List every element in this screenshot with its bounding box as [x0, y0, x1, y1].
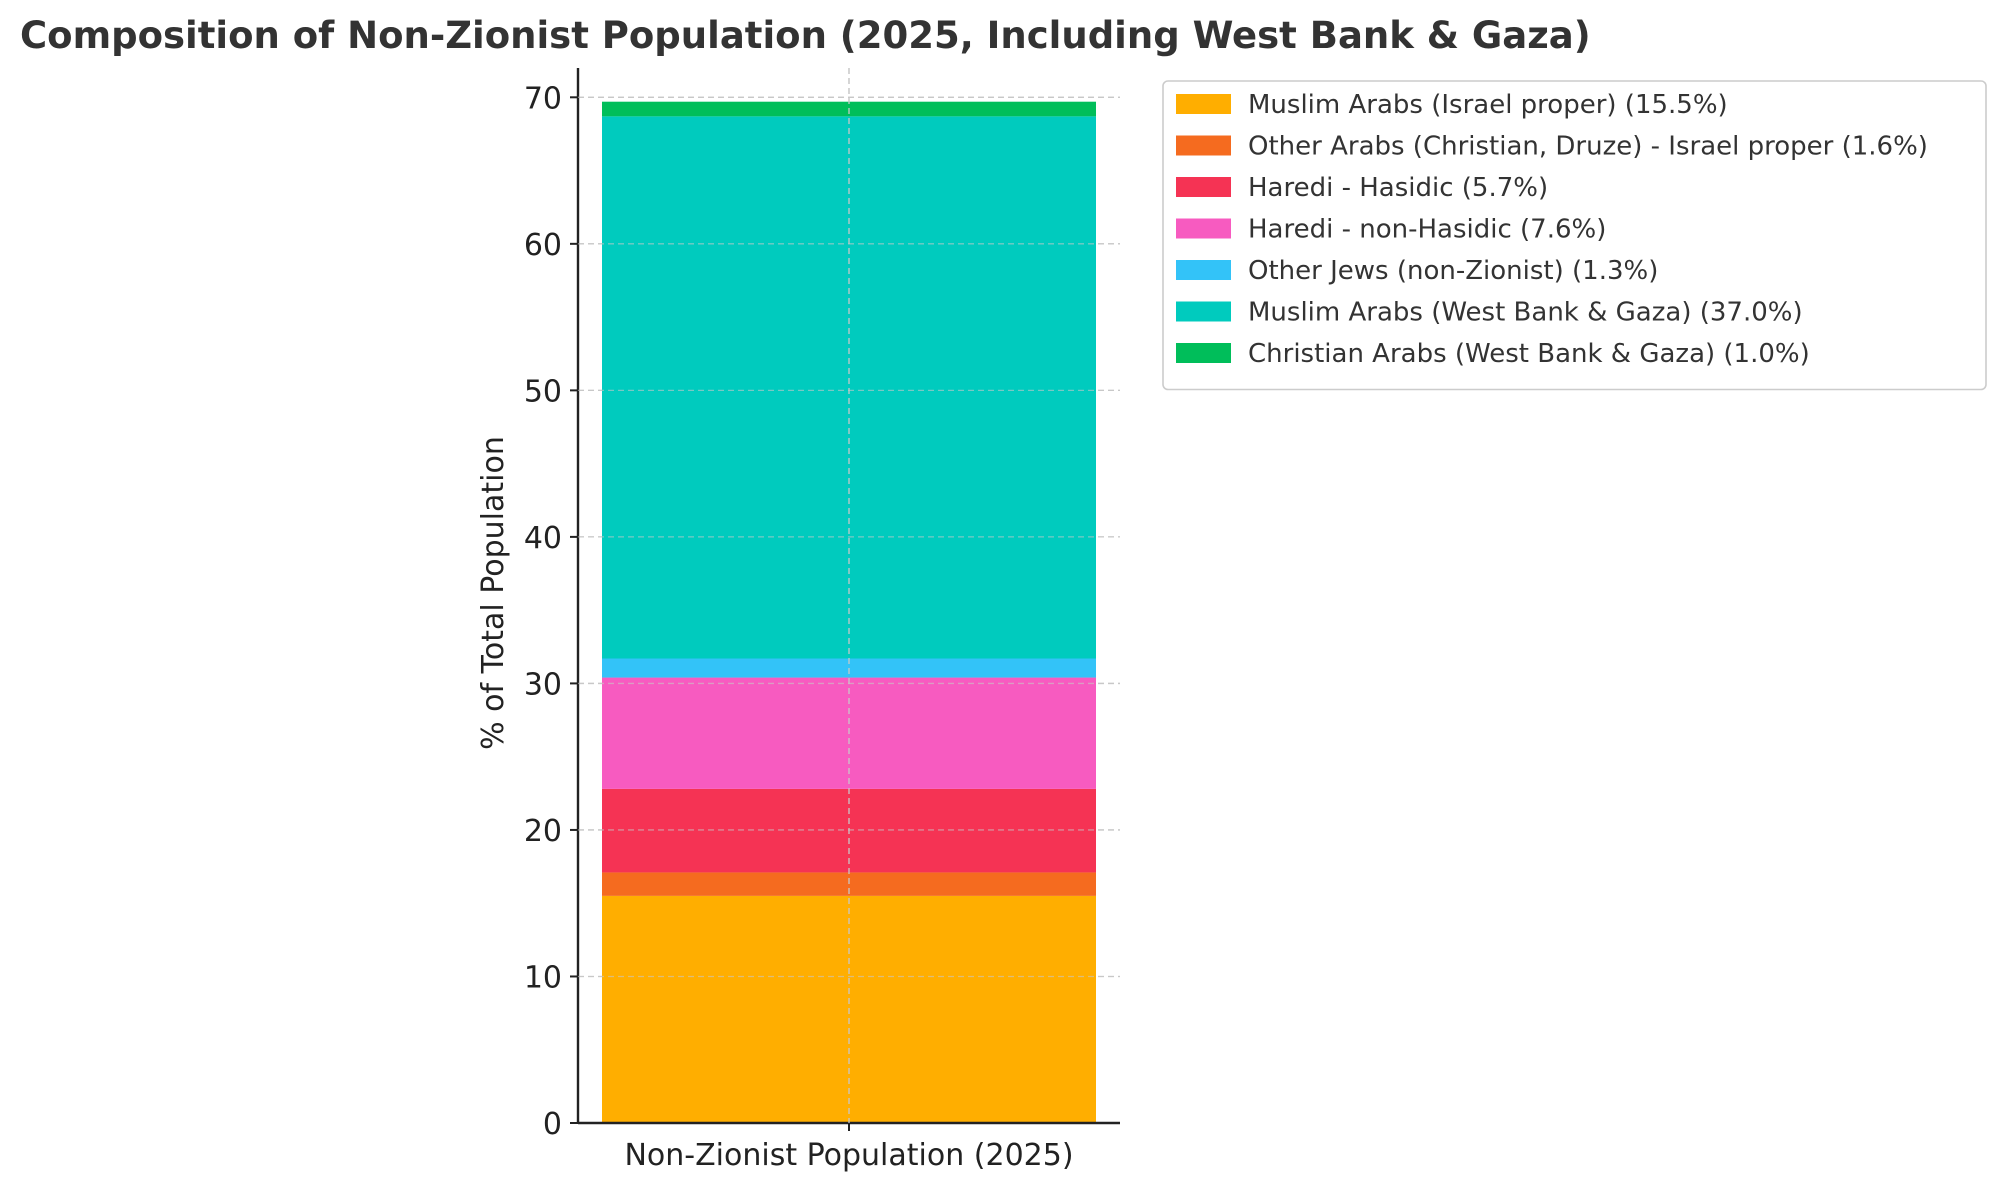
y-tick-label: 30: [524, 667, 562, 702]
legend: Muslim Arabs (Israel proper) (15.5%) Othe…: [1162, 80, 1987, 391]
y-tick-label: 0: [543, 1107, 562, 1142]
y-tick-label: 20: [524, 814, 562, 849]
legend-swatch: [1176, 260, 1231, 280]
grid-overlay: [578, 68, 1120, 1123]
y-tick-label: 50: [524, 374, 562, 409]
legend-label: Other Arabs (Christian, Druze) - Israel …: [1248, 132, 1928, 162]
bar-segment: [602, 116, 1096, 659]
bar-segment: [602, 872, 1096, 896]
y-tick-label: 10: [524, 960, 562, 995]
legend-label: Muslim Arabs (West Bank & Gaza) (37.0%): [1248, 298, 1803, 328]
legend-label: Haredi - Hasidic (5.7%): [1248, 173, 1548, 203]
legend-label: Christian Arabs (West Bank & Gaza) (1.0%…: [1248, 339, 1810, 369]
x-tick-label: Non-Zionist Population (2025): [624, 1138, 1073, 1173]
legend-frame: [1162, 80, 1987, 391]
y-tick-label: 70: [524, 81, 562, 116]
legend-label: Haredi - non-Hasidic (7.6%): [1248, 215, 1606, 245]
legend-swatch: [1176, 94, 1231, 114]
y-tick-label: 40: [524, 521, 562, 556]
y-tick-label: 60: [524, 228, 562, 263]
y-axis-label: % of Total Population: [476, 436, 511, 750]
legend-swatch: [1176, 301, 1231, 322]
legend-label: Muslim Arabs (Israel proper) (15.5%): [1248, 90, 1728, 120]
legend-label: Other Jews (non-Zionist) (1.3%): [1248, 256, 1658, 286]
legend-swatch: [1176, 218, 1231, 239]
legend-swatch: [1176, 343, 1231, 363]
legend-swatch: [1176, 135, 1231, 156]
legend-swatch: [1176, 177, 1231, 197]
chart-title: Composition of Non-Zionist Population (2…: [20, 14, 1591, 57]
